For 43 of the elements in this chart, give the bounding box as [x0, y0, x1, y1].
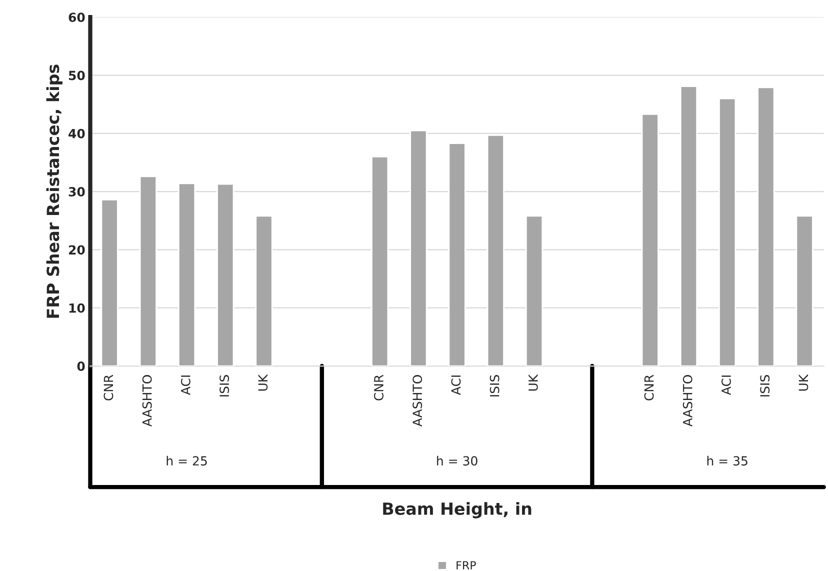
bar: [255, 215, 273, 366]
bar: [448, 142, 466, 366]
bar: [410, 130, 428, 366]
bar: [525, 215, 544, 366]
y-tick-label: 20: [68, 245, 85, 255]
bar: [371, 156, 389, 366]
x-tick-label: ACI: [180, 376, 190, 395]
x-tick-label: ACI: [451, 376, 461, 395]
bar: [796, 215, 814, 366]
x-tick-label: ISIS: [490, 375, 500, 396]
text: h = 35: [707, 456, 748, 466]
y-tick-label: 0: [77, 361, 85, 371]
bar: [100, 199, 118, 366]
x-tick-label: ACI: [722, 376, 731, 395]
bar: [486, 134, 504, 366]
text: h = 25: [166, 456, 207, 466]
y-tick-label: 50: [68, 70, 85, 80]
x-tick-label: ISIS: [220, 375, 230, 396]
bar: [178, 182, 196, 366]
y-tick-label: 60: [68, 12, 85, 22]
bar: [718, 98, 736, 366]
x-tick-label: UK: [798, 374, 808, 391]
bar: [641, 114, 659, 366]
x-tick-label: AASHTO: [682, 375, 692, 427]
x-tick-label: ISIS: [760, 375, 770, 396]
bar: [216, 183, 234, 366]
bar: [139, 176, 157, 366]
y-axis-title: FRP Shear Reistancec, kips: [46, 64, 62, 318]
text: h = 30: [437, 456, 478, 466]
x-tick-label: CNR: [104, 374, 114, 400]
legend-label: FRP: [456, 561, 476, 570]
x-tick-label: UK: [528, 374, 538, 391]
x-tick-label: CNR: [374, 374, 384, 400]
bar: [680, 86, 698, 366]
x-tick-label: AASHTO: [142, 375, 152, 427]
x-axis-title: Beam Height, in: [383, 502, 532, 518]
y-tick-label: 10: [69, 303, 85, 313]
y-tick-label: 40: [68, 128, 85, 138]
x-tick-label: UK: [258, 374, 268, 391]
y-tick-label: 30: [68, 187, 85, 196]
x-tick-label: CNR: [644, 374, 654, 400]
bar: [757, 86, 775, 366]
x-tick-label: AASHTO: [412, 375, 422, 427]
